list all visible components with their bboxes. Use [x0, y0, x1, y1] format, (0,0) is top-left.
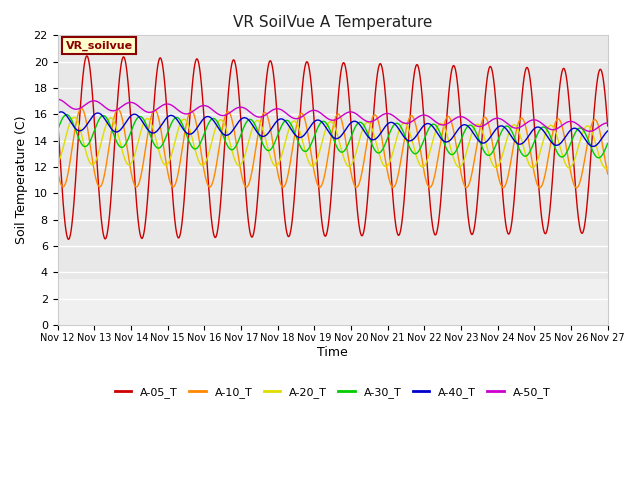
Title: VR SoilVue A Temperature: VR SoilVue A Temperature [233, 15, 432, 30]
Text: VR_soilvue: VR_soilvue [66, 40, 133, 50]
Y-axis label: Soil Temperature (C): Soil Temperature (C) [15, 116, 28, 244]
Legend: A-05_T, A-10_T, A-20_T, A-30_T, A-40_T, A-50_T: A-05_T, A-10_T, A-20_T, A-30_T, A-40_T, … [110, 383, 555, 403]
Bar [58, 279, 608, 325]
X-axis label: Time: Time [317, 346, 348, 359]
